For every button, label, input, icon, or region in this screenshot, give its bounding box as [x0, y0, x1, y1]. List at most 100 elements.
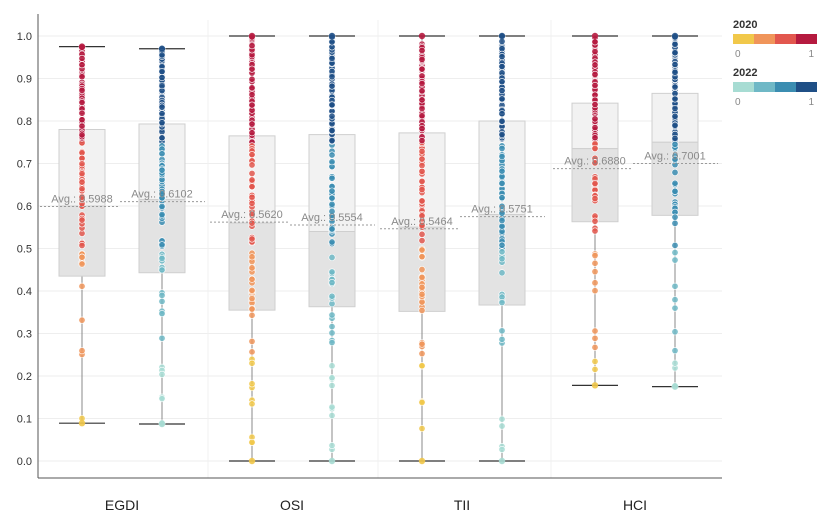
- data-point: [591, 32, 599, 40]
- data-point: [248, 380, 256, 388]
- average-label: Avg.: 0.6880: [564, 156, 626, 168]
- data-point: [418, 162, 426, 170]
- legend-title: 2020: [733, 19, 757, 31]
- data-point: [498, 32, 506, 40]
- data-point: [671, 213, 679, 221]
- data-point: [248, 337, 256, 345]
- y-tick-label: 0.2: [17, 371, 32, 383]
- data-point: [78, 61, 86, 69]
- data-point: [498, 248, 506, 256]
- data-point: [328, 268, 336, 276]
- data-point: [591, 195, 599, 203]
- y-tick-label: 0.1: [17, 414, 32, 426]
- data-point: [248, 199, 256, 207]
- data-point: [328, 292, 336, 300]
- data-point: [591, 334, 599, 342]
- data-point: [78, 241, 86, 249]
- average-label: Avg.: 0.5620: [221, 209, 283, 221]
- data-point: [328, 382, 336, 390]
- data-point: [418, 298, 426, 306]
- data-point: [158, 74, 166, 82]
- data-point: [591, 227, 599, 235]
- data-point: [591, 180, 599, 188]
- data-point: [498, 335, 506, 343]
- legend-color-swatch: [796, 82, 817, 92]
- x-category-label: OSI: [280, 497, 304, 513]
- data-point: [498, 194, 506, 202]
- data-point: [78, 116, 86, 124]
- data-point: [248, 91, 256, 99]
- data-point: [158, 254, 166, 262]
- data-point: [671, 249, 679, 257]
- legend-color-swatch: [733, 82, 754, 92]
- data-point: [328, 158, 336, 166]
- data-point: [498, 415, 506, 423]
- data-point: [418, 273, 426, 281]
- y-tick-label: 0.5: [17, 244, 32, 256]
- data-point: [671, 282, 679, 290]
- data-point: [671, 68, 679, 76]
- data-point: [418, 96, 426, 104]
- data-point: [418, 137, 426, 145]
- data-point: [591, 81, 599, 89]
- data-point: [498, 299, 506, 307]
- data-point: [591, 144, 599, 152]
- data-point: [328, 137, 336, 145]
- data-point: [328, 38, 336, 46]
- data-point: [78, 99, 86, 107]
- data-point: [418, 80, 426, 88]
- data-point: [78, 260, 86, 268]
- data-point: [158, 82, 166, 90]
- legend-color-swatch: [796, 34, 817, 44]
- data-point: [671, 256, 679, 264]
- y-tick-label: 0.3: [17, 329, 32, 341]
- y-tick-label: 0.8: [17, 116, 32, 128]
- y-tick-label: 0.4: [17, 286, 32, 298]
- data-point: [418, 155, 426, 163]
- data-point: [78, 73, 86, 81]
- data-point: [328, 403, 336, 411]
- data-point: [248, 305, 256, 313]
- average-label: Avg.: 0.6102: [131, 189, 193, 201]
- data-point: [328, 441, 336, 449]
- y-tick-label: 0.9: [17, 74, 32, 86]
- data-point: [418, 125, 426, 133]
- data-point: [418, 105, 426, 113]
- data-point: [671, 140, 679, 148]
- data-point: [418, 237, 426, 245]
- data-point: [158, 395, 166, 403]
- data-point: [498, 87, 506, 95]
- data-point: [498, 167, 506, 175]
- data-point: [591, 357, 599, 365]
- legend-max-label: 1: [808, 97, 814, 108]
- data-point: [591, 382, 599, 389]
- data-point: [158, 51, 166, 59]
- data-point: [498, 422, 506, 430]
- data-point: [248, 193, 256, 201]
- data-point: [418, 253, 426, 261]
- data-point: [328, 412, 336, 420]
- data-point: [591, 124, 599, 132]
- data-point: [591, 343, 599, 351]
- data-point: [158, 103, 166, 111]
- data-point: [78, 193, 86, 201]
- data-point: [418, 457, 426, 465]
- data-point: [591, 159, 599, 167]
- data-point: [671, 347, 679, 355]
- data-point: [418, 398, 426, 406]
- data-point: [671, 155, 679, 163]
- data-point: [78, 185, 86, 193]
- data-point: [671, 40, 679, 48]
- data-point: [328, 207, 336, 215]
- data-point: [591, 279, 599, 287]
- data-point: [498, 117, 506, 125]
- data-point: [418, 425, 426, 433]
- data-point: [498, 131, 506, 139]
- data-points: [78, 32, 679, 465]
- data-point: [328, 374, 336, 382]
- data-point: [671, 121, 679, 129]
- data-point: [418, 197, 426, 205]
- data-point: [78, 160, 86, 168]
- data-point: [328, 457, 336, 465]
